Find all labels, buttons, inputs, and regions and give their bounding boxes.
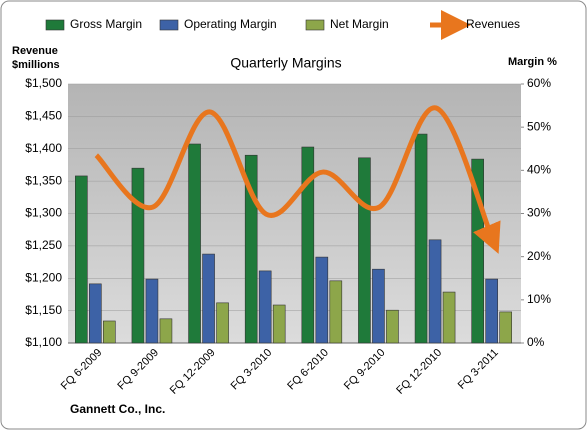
bar — [301, 146, 315, 344]
bar — [202, 253, 215, 344]
bar — [89, 283, 102, 344]
bar — [442, 291, 456, 344]
y2-tick-label: 10% — [527, 292, 551, 306]
y-axis-title: Revenue $millions — [12, 45, 60, 71]
legend-label: Gross Margin — [70, 17, 142, 31]
legend-label: Revenues — [466, 17, 520, 31]
y-tick-label: $1,450 — [25, 109, 62, 123]
bar — [485, 278, 498, 344]
bar — [75, 175, 88, 344]
bar — [499, 311, 512, 344]
bar — [103, 320, 116, 344]
bar — [329, 280, 343, 344]
y-tick-label: $1,300 — [25, 206, 62, 220]
y-tick-label: $1,200 — [25, 270, 62, 284]
bar — [386, 309, 399, 344]
y-tick-label: $1,250 — [25, 238, 62, 252]
bar — [315, 256, 329, 344]
bar — [258, 270, 272, 344]
legend-swatch — [305, 19, 325, 31]
bar — [145, 278, 159, 344]
y2-tick-label: 0% — [527, 335, 545, 349]
legend-label: Operating Margin — [184, 17, 277, 31]
bar — [414, 133, 428, 344]
y-tick-label: $1,500 — [25, 76, 62, 90]
bar — [216, 302, 229, 344]
y-tick-label: $1,350 — [25, 173, 62, 187]
chart-title: Quarterly Margins — [230, 55, 341, 71]
legend-label: Net Margin — [330, 17, 389, 31]
bar — [372, 268, 385, 344]
source: Gannett Co., Inc. — [70, 402, 165, 416]
y-tick-label: $1,100 — [25, 335, 62, 349]
y2-tick-label: 50% — [527, 119, 551, 133]
y2-axis-title: Margin % — [508, 56, 557, 68]
line — [94, 105, 501, 254]
y2-tick-label: 20% — [527, 249, 551, 263]
y2-tick-label: 60% — [527, 76, 551, 90]
y-tick-label: $1,150 — [25, 303, 62, 317]
bar — [159, 318, 173, 344]
legend-swatch — [159, 19, 179, 31]
bar — [188, 143, 201, 344]
bar — [428, 239, 442, 344]
legend-swatch — [45, 19, 65, 31]
bar — [358, 157, 371, 344]
y2-tick-label: 40% — [527, 163, 551, 177]
y-tick-label: $1,400 — [25, 141, 62, 155]
bar — [131, 167, 145, 344]
y2-tick-label: 30% — [527, 206, 551, 220]
bar — [272, 304, 286, 344]
